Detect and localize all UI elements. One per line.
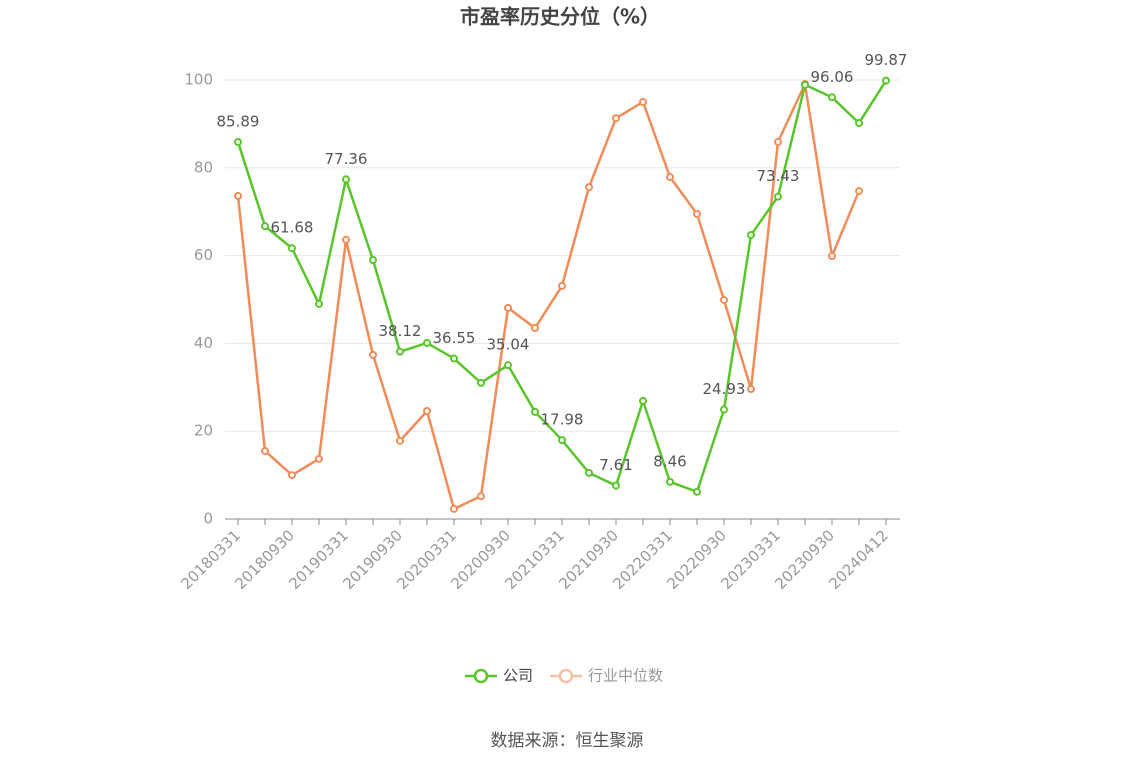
- point: [450, 354, 458, 363]
- data-label: 24.93: [703, 380, 746, 398]
- point: [828, 93, 836, 102]
- point: [504, 303, 512, 312]
- data-label: 85.89: [217, 112, 260, 130]
- point: [558, 281, 566, 290]
- point: [585, 468, 593, 477]
- point: [666, 477, 674, 486]
- point: [315, 454, 323, 463]
- point: [288, 244, 296, 253]
- point: [234, 137, 242, 146]
- legend-label: 行业中位数: [588, 667, 663, 685]
- point: [639, 396, 647, 405]
- point: [720, 405, 728, 414]
- data-label: 7.61: [599, 456, 632, 474]
- data-label: 99.87: [865, 51, 908, 69]
- legend-marker: [473, 668, 489, 684]
- point: [639, 97, 647, 106]
- point: [666, 173, 674, 182]
- point: [396, 347, 404, 356]
- point: [801, 80, 809, 89]
- data-label: 36.55: [433, 329, 476, 347]
- point: [261, 446, 269, 455]
- point: [531, 407, 539, 416]
- point: [720, 295, 728, 304]
- data-label: 61.68: [271, 219, 314, 237]
- point: [612, 114, 620, 123]
- point: [369, 255, 377, 264]
- point: [882, 76, 890, 85]
- y-tick-label: 100: [184, 71, 213, 89]
- point: [855, 187, 863, 196]
- data-label: 17.98: [541, 411, 584, 429]
- y-tick-label: 40: [194, 334, 213, 352]
- point: [855, 119, 863, 128]
- point: [396, 436, 404, 445]
- point: [423, 407, 431, 416]
- point: [612, 481, 620, 490]
- legend-label: 公司: [503, 667, 533, 685]
- point: [342, 175, 350, 184]
- point: [234, 191, 242, 200]
- point: [531, 324, 539, 333]
- point: [504, 361, 512, 370]
- data-label: 73.43: [757, 167, 800, 185]
- y-tick-label: 60: [194, 246, 213, 264]
- point: [747, 385, 755, 394]
- point: [693, 487, 701, 496]
- point: [342, 235, 350, 244]
- source: 数据来源：恒生聚源: [491, 731, 644, 751]
- data-label: 96.06: [811, 68, 854, 86]
- y-tick-label: 80: [194, 158, 213, 176]
- chart-title: 市盈率历史分位（%）: [460, 5, 660, 29]
- point: [558, 436, 566, 445]
- x-tick-label: 20240412: [825, 526, 892, 593]
- point: [477, 378, 485, 387]
- data-label: 77.36: [325, 150, 368, 168]
- data-label: 35.04: [487, 336, 530, 354]
- point: [261, 222, 269, 231]
- legend-marker: [558, 668, 574, 684]
- point: [450, 504, 458, 513]
- point: [288, 471, 296, 480]
- data-label: 8.46: [653, 452, 686, 470]
- point: [315, 299, 323, 308]
- point: [477, 492, 485, 501]
- point: [693, 209, 701, 218]
- point: [585, 183, 593, 192]
- y-tick-label: 0: [203, 510, 213, 528]
- series-line: [236, 79, 861, 511]
- point: [774, 192, 782, 201]
- legend-item[interactable]: 行业中位数: [550, 667, 663, 685]
- point: [828, 252, 836, 261]
- y-tick-label: 20: [194, 422, 213, 440]
- legend-item[interactable]: 公司: [465, 667, 533, 685]
- point: [423, 338, 431, 347]
- data-label: 38.12: [379, 322, 422, 340]
- point: [774, 137, 782, 146]
- point: [369, 350, 377, 359]
- point: [747, 230, 755, 239]
